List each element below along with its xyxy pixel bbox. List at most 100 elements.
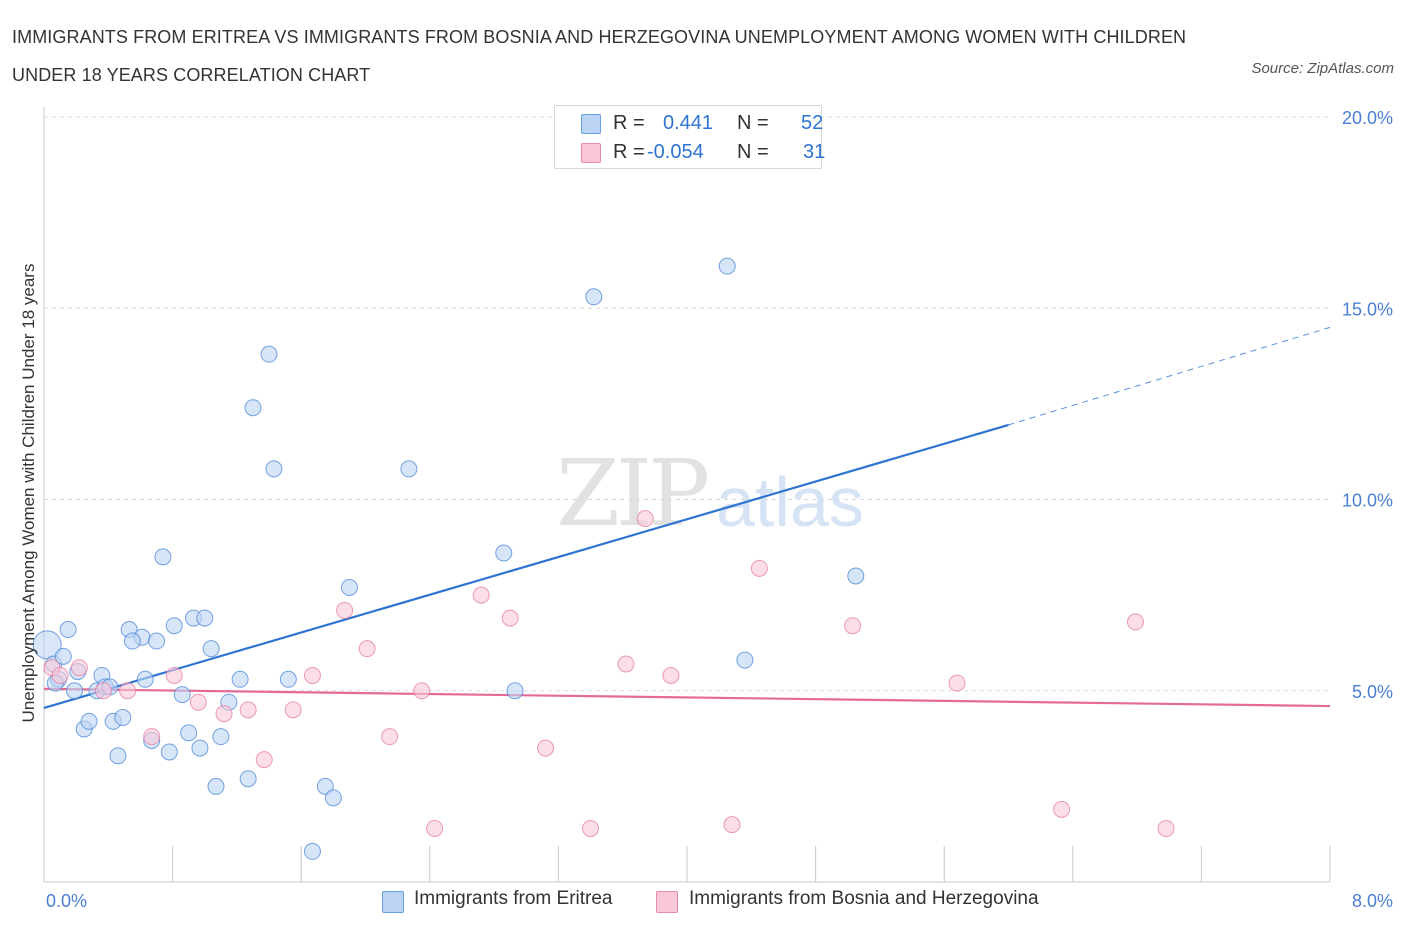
point-bosnia: [119, 682, 137, 700]
point-eritrea: [400, 460, 418, 478]
point-eritrea: [80, 712, 98, 730]
legend-row-eritrea: R = 0.441 N = 52: [581, 110, 824, 136]
point-eritrea: [202, 640, 220, 658]
y-tick-label: 20.0%: [1342, 108, 1393, 128]
legend-swatch-eritrea: [382, 891, 404, 913]
trend-lines: [43, 326, 1331, 710]
point-bosnia: [94, 682, 112, 700]
legend-r-value: -0.054: [647, 141, 704, 163]
watermark-atlas: atlas: [716, 463, 864, 541]
point-eritrea: [260, 345, 278, 363]
point-eritrea: [59, 621, 77, 639]
point-bosnia: [426, 819, 444, 837]
trend-extension-eritrea: [1008, 326, 1331, 426]
legend-r-label: R =: [613, 112, 645, 134]
watermark-zip: ZIP: [556, 440, 710, 547]
chart-title: IMMIGRANTS FROM ERITREA VS IMMIGRANTS FR…: [12, 27, 1187, 85]
stats-legend: R = 0.441 N = 52 R = -0.054 N = 31: [554, 105, 825, 169]
point-bosnia: [381, 728, 399, 746]
point-bosnia: [1157, 819, 1175, 837]
point-bosnia: [1126, 613, 1144, 631]
legend-n-label: N =: [737, 112, 769, 134]
point-bosnia: [358, 640, 376, 658]
point-bosnia: [636, 510, 654, 528]
point-eritrea: [165, 617, 183, 635]
x-tick-label: 8.0%: [1352, 891, 1393, 911]
point-eritrea: [324, 789, 342, 807]
point-bosnia: [501, 609, 519, 627]
point-eritrea: [847, 567, 865, 585]
point-eritrea: [148, 632, 166, 650]
legend-n-value: 52: [801, 112, 824, 134]
tick-labels: 5.0% 10.0% 15.0% 20.0% 0.0% 8.0%: [46, 108, 1393, 911]
point-bosnia: [472, 586, 490, 604]
point-bosnia: [1053, 800, 1071, 818]
y-tick-label: 5.0%: [1352, 682, 1393, 702]
point-eritrea: [212, 728, 230, 746]
legend-swatch-eritrea: [581, 114, 601, 134]
point-bosnia: [255, 751, 273, 769]
legend-swatch-bosnia: [581, 143, 601, 163]
point-bosnia: [284, 701, 302, 719]
point-bosnia: [844, 617, 862, 635]
point-bosnia: [143, 728, 161, 746]
point-eritrea: [109, 747, 127, 765]
point-eritrea: [506, 682, 524, 700]
point-bosnia: [51, 666, 69, 684]
point-bosnia: [336, 601, 354, 619]
point-eritrea: [114, 709, 132, 727]
point-eritrea: [585, 288, 603, 306]
point-eritrea: [173, 686, 191, 704]
y-tick-label: 15.0%: [1342, 299, 1393, 319]
legend-r-label: R =: [613, 141, 645, 163]
point-bosnia: [662, 666, 680, 684]
point-eritrea: [154, 548, 172, 566]
x-tick-label: 0.0%: [46, 891, 87, 911]
trend-line-eritrea: [43, 423, 1009, 710]
axes: [43, 107, 1331, 883]
trend-line-bosnia: [43, 687, 1331, 708]
legend-swatch-bosnia: [656, 891, 678, 913]
point-bosnia: [723, 816, 741, 834]
point-bosnia: [582, 819, 600, 837]
point-bosnia: [239, 701, 257, 719]
point-eritrea: [340, 578, 358, 596]
point-bosnia: [189, 693, 207, 711]
point-eritrea: [196, 609, 214, 627]
point-eritrea: [123, 632, 141, 650]
point-eritrea: [160, 743, 178, 761]
point-bosnia: [617, 655, 635, 673]
data-points: [32, 257, 1175, 860]
point-eritrea: [231, 670, 249, 688]
point-bosnia: [948, 674, 966, 692]
point-bosnia: [750, 559, 768, 577]
legend-row-bosnia: R = -0.054 N = 31: [581, 139, 825, 165]
point-bosnia: [413, 682, 431, 700]
source-credit: Source: ZipAtlas.com: [1251, 60, 1394, 77]
y-axis-label: Unemployment Among Women with Children U…: [19, 264, 38, 723]
point-eritrea: [54, 647, 72, 665]
point-eritrea: [239, 770, 257, 788]
point-bosnia: [537, 739, 555, 757]
point-eritrea: [718, 257, 736, 275]
point-eritrea: [207, 777, 225, 795]
point-eritrea: [303, 842, 321, 860]
y-tick-label: 10.0%: [1342, 491, 1393, 511]
point-bosnia: [303, 666, 321, 684]
point-eritrea: [66, 682, 84, 700]
point-bosnia: [165, 666, 183, 684]
point-eritrea: [180, 724, 198, 742]
legend-r-value: 0.441: [663, 112, 714, 134]
legend-label-eritrea: Immigrants from Eritrea: [414, 888, 613, 909]
point-eritrea: [191, 739, 209, 757]
point-bosnia: [70, 659, 88, 677]
point-eritrea: [136, 670, 154, 688]
point-eritrea: [736, 651, 754, 669]
legend-n-label: N =: [737, 141, 769, 163]
legend-n-value: 31: [803, 141, 826, 163]
point-eritrea: [265, 460, 283, 478]
point-bosnia: [215, 705, 233, 723]
point-eritrea: [244, 399, 262, 417]
legend-label-bosnia: Immigrants from Bosnia and Herzegovina: [689, 888, 1039, 909]
point-eritrea: [495, 544, 513, 562]
